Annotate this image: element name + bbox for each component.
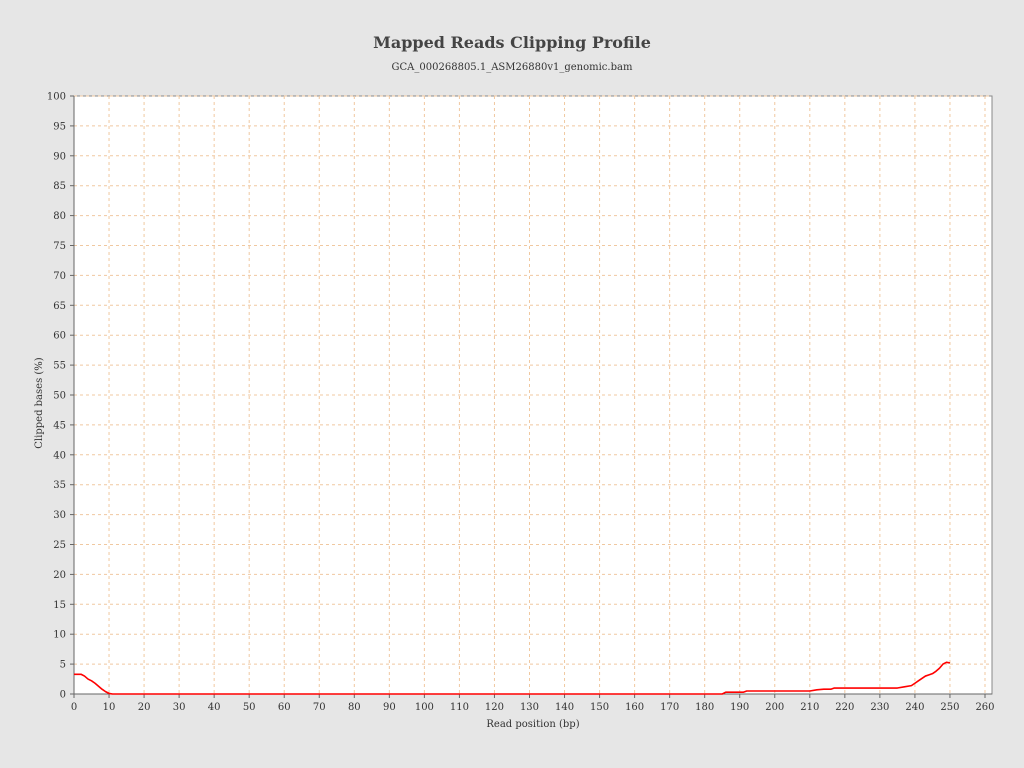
y-tick-label: 10 [53,630,66,641]
y-tick-label: 45 [53,420,66,431]
y-tick-label: 5 [60,660,66,671]
tick-labels: 0 10 20 30 40 50 60 70 80 90 100 110 120 130 140 150 160… [47,92,995,714]
y-tick-label: 40 [53,450,66,461]
y-tick-label: 0 [60,690,66,701]
grid-lines [74,95,992,694]
y-tick-label: 50 [53,391,66,402]
x-tick-label: 90 [383,702,396,713]
x-tick-label: 150 [590,702,609,713]
x-tick-label: 120 [485,702,504,713]
x-tick-label: 160 [625,702,644,713]
x-tick-label: 210 [800,702,819,713]
x-tick-label: 200 [765,702,784,713]
x-axis-label: Read position (bp) [486,719,579,730]
x-tick-label: 10 [103,702,116,713]
y-tick-label: 80 [53,211,66,222]
x-tick-label: 70 [313,702,326,713]
x-tick-label: 240 [905,702,924,713]
x-tick-label: 0 [71,702,77,713]
y-tick-label: 85 [53,181,66,192]
x-tick-label: 60 [278,702,291,713]
y-tick-label: 25 [53,540,66,551]
y-tick-label: 30 [53,510,66,521]
y-tick-label: 15 [53,600,66,611]
x-tick-label: 190 [730,702,749,713]
y-tick-label: 100 [47,92,66,103]
x-tick-label: 170 [660,702,679,713]
x-tick-label: 250 [940,702,959,713]
x-tick-label: 220 [835,702,854,713]
y-tick-label: 90 [53,151,66,162]
y-tick-label: 70 [53,271,66,282]
x-tick-label: 260 [975,702,994,713]
series-line-clipped-bases [74,661,951,695]
y-tick-label: 20 [53,570,66,581]
x-tick-label: 20 [138,702,151,713]
x-tick-label: 130 [520,702,539,713]
y-tick-label: 55 [53,361,66,372]
x-tick-label: 30 [173,702,186,713]
series-layer [74,661,951,695]
chart-title: Mapped Reads Clipping Profile [373,33,651,52]
y-tick-label: 95 [53,121,66,132]
x-tick-label: 140 [555,702,574,713]
x-tick-label: 230 [870,702,889,713]
x-tick-label: 50 [243,702,256,713]
y-axis-label: Clipped bases (%) [34,357,45,448]
chart-subtitle: GCA_000268805.1_ASM26880v1_genomic.bam [392,62,633,73]
x-tick-label: 180 [695,702,714,713]
y-tick-label: 35 [53,480,66,491]
x-tick-label: 40 [208,702,221,713]
y-tick-label: 75 [53,241,66,252]
y-tick-label: 65 [53,301,66,312]
x-tick-label: 110 [450,702,469,713]
x-tick-label: 80 [348,702,361,713]
x-tick-label: 100 [415,702,434,713]
y-tick-label: 60 [53,331,66,342]
